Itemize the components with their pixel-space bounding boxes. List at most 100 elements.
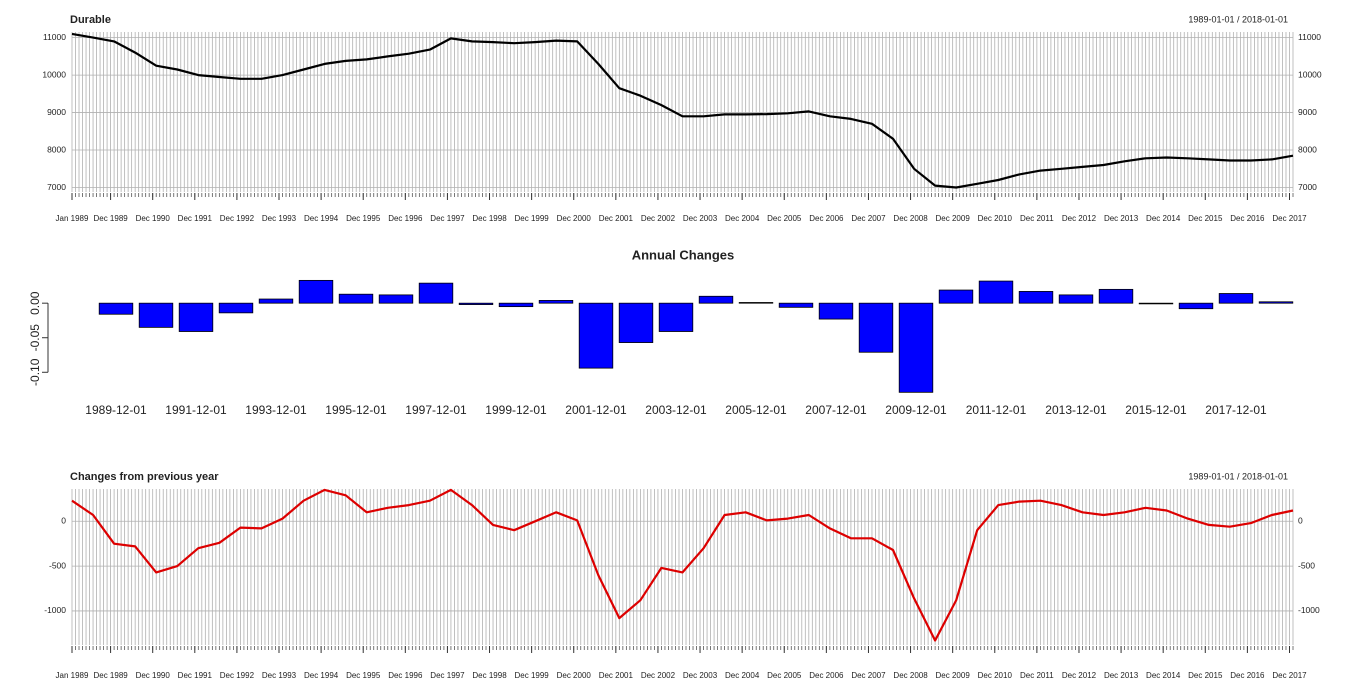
x-tick-label: 1997-12-01 xyxy=(405,403,467,417)
x-tick-label: Dec 2008 xyxy=(893,214,928,223)
bar xyxy=(98,302,134,315)
x-tick-label: Dec 2014 xyxy=(1146,671,1181,680)
x-tick-label: 2001-12-01 xyxy=(565,403,627,417)
x-tick-label: Dec 1994 xyxy=(304,671,339,680)
x-tick-label: Dec 2004 xyxy=(725,671,760,680)
x-tick-label: Jan 1989 xyxy=(56,214,89,223)
bar xyxy=(258,298,294,304)
x-tick-label: Dec 2005 xyxy=(767,671,802,680)
bar xyxy=(178,302,214,332)
bar xyxy=(218,302,254,314)
x-tick-label: Dec 2006 xyxy=(809,671,844,680)
x-tick-label: Dec 2002 xyxy=(641,214,676,223)
bar xyxy=(658,302,694,332)
bar xyxy=(618,302,654,343)
y-tick-label: -0.10 xyxy=(28,358,42,386)
chart-title: Annual Changes xyxy=(632,247,735,262)
x-tick-label: Dec 1996 xyxy=(388,671,423,680)
x-tick-label: 2009-12-01 xyxy=(885,403,947,417)
x-tick-label: Dec 2017 xyxy=(1272,671,1307,680)
x-tick-label: Dec 2012 xyxy=(1062,671,1097,680)
x-tick-label: Dec 1999 xyxy=(515,214,550,223)
date-range: 1989-01-01 / 2018-01-01 xyxy=(1188,471,1288,481)
x-tick-label: Dec 2007 xyxy=(851,214,886,223)
x-tick-label: 2005-12-01 xyxy=(725,403,787,417)
bar xyxy=(458,302,494,305)
x-tick-label: Dec 2011 xyxy=(1020,671,1054,680)
x-tick-label: Dec 2001 xyxy=(599,214,634,223)
bar xyxy=(1258,301,1294,304)
x-tick-label: Dec 2016 xyxy=(1230,214,1265,223)
x-tick-label: Dec 1995 xyxy=(346,214,381,223)
y-tick-label-right: -500 xyxy=(1298,560,1315,570)
y-tick-label: 10000 xyxy=(42,69,66,79)
x-tick-label: Dec 2006 xyxy=(809,214,844,223)
x-tick-label: Dec 1998 xyxy=(472,671,507,680)
bar xyxy=(1178,302,1214,310)
x-tick-label: Dec 2013 xyxy=(1104,214,1139,223)
x-tick-label: 2017-12-01 xyxy=(1205,403,1267,417)
x-tick-label: Dec 1996 xyxy=(388,214,423,223)
x-tick-label: Dec 2008 xyxy=(893,671,928,680)
bar xyxy=(1138,302,1174,305)
x-tick-label: Jan 1989 xyxy=(56,671,89,680)
x-tick-label: 2007-12-01 xyxy=(805,403,867,417)
x-tick-label: Dec 1993 xyxy=(262,214,297,223)
chart-title: Changes from previous year xyxy=(70,471,219,483)
x-tick-label: Dec 2010 xyxy=(978,671,1013,680)
x-tick-label: Dec 2002 xyxy=(641,671,676,680)
x-tick-label: Dec 1994 xyxy=(304,214,339,223)
y-tick-label-right: 10000 xyxy=(1298,69,1322,79)
bar xyxy=(1098,288,1134,304)
y-tick-label: 9000 xyxy=(47,107,66,117)
bar xyxy=(978,280,1014,304)
x-tick-label: Dec 2003 xyxy=(683,214,718,223)
y-tick-label: -1000 xyxy=(44,605,66,615)
x-tick-label: Dec 2007 xyxy=(851,671,886,680)
bar xyxy=(418,282,454,304)
x-tick-label: 2013-12-01 xyxy=(1045,403,1107,417)
x-tick-label: Dec 1998 xyxy=(472,214,507,223)
x-tick-label: Dec 2015 xyxy=(1188,214,1223,223)
x-tick-label: Dec 1990 xyxy=(136,214,171,223)
data-line xyxy=(71,488,1294,642)
x-tick-label: Dec 2004 xyxy=(725,214,760,223)
x-tick-label: Dec 1997 xyxy=(430,671,465,680)
x-tick-label: 2011-12-01 xyxy=(966,403,1027,417)
chart-title: Durable xyxy=(70,14,111,26)
bar xyxy=(898,302,934,393)
x-tick-label: Dec 2017 xyxy=(1272,214,1307,223)
x-tick-label: 1995-12-01 xyxy=(325,403,387,417)
bar xyxy=(578,302,614,369)
bar xyxy=(138,302,174,328)
x-tick-label: Dec 2001 xyxy=(599,671,634,680)
x-tick-label: Dec 1989 xyxy=(93,214,128,223)
y-tick-label: -500 xyxy=(49,560,66,570)
x-tick-label: Dec 2000 xyxy=(557,214,592,223)
x-tick-label: Dec 1992 xyxy=(220,671,255,680)
x-tick-label: Dec 2010 xyxy=(978,214,1013,223)
x-tick-label: Dec 1993 xyxy=(262,671,297,680)
y-tick-label-right: 11000 xyxy=(1298,32,1321,42)
x-tick-label: Dec 2005 xyxy=(767,214,802,223)
x-tick-label: 1999-12-01 xyxy=(485,403,547,417)
y-tick-label: 0.00 xyxy=(28,291,42,315)
y-tick-label-right: -1000 xyxy=(1298,605,1320,615)
y-tick-label: 8000 xyxy=(47,144,66,154)
y-tick-label-right: 8000 xyxy=(1298,144,1317,154)
x-tick-label: Dec 2003 xyxy=(683,671,718,680)
x-tick-label: 2003-12-01 xyxy=(645,403,707,417)
y-tick-label: 7000 xyxy=(47,182,66,192)
x-tick-label: Dec 1999 xyxy=(515,671,550,680)
bar xyxy=(538,300,574,304)
bar xyxy=(338,293,374,304)
x-tick-label: Dec 2000 xyxy=(557,671,592,680)
y-tick-label: 11000 xyxy=(43,32,66,42)
bar xyxy=(778,302,814,308)
x-tick-label: Dec 2016 xyxy=(1230,671,1265,680)
x-tick-label: Dec 2009 xyxy=(936,671,971,680)
x-tick-label: Dec 1997 xyxy=(430,214,465,223)
x-tick-label: Dec 2015 xyxy=(1188,671,1223,680)
